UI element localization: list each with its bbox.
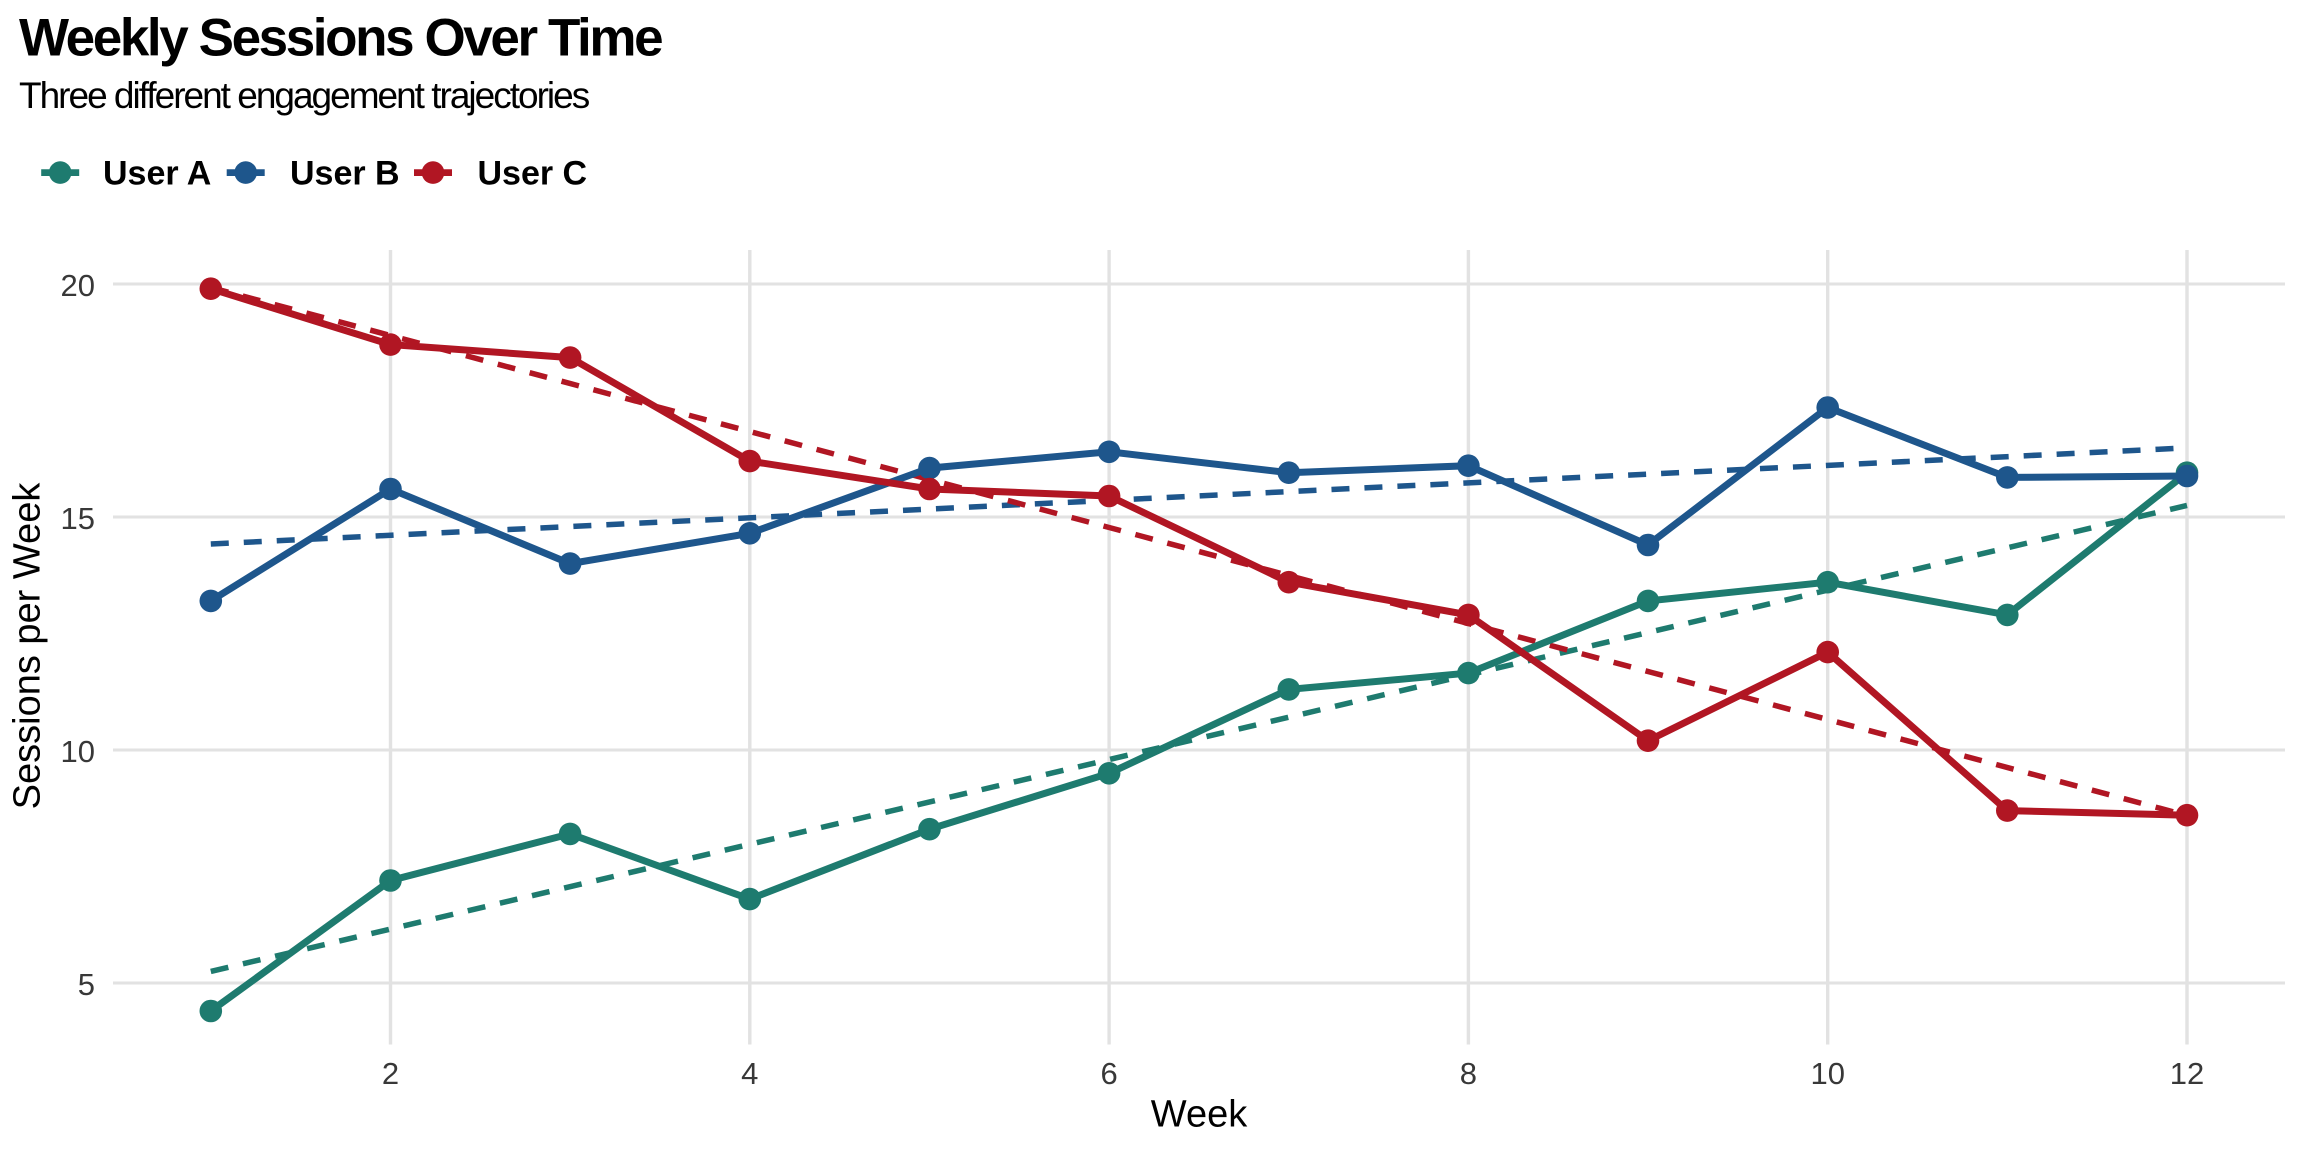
svg-text:10: 10 — [61, 734, 95, 769]
svg-text:10: 10 — [1810, 1056, 1844, 1091]
svg-text:User A: User A — [103, 155, 211, 193]
svg-text:12: 12 — [2170, 1056, 2204, 1091]
svg-text:Sessions per Week: Sessions per Week — [7, 482, 49, 810]
svg-text:6: 6 — [1100, 1056, 1117, 1091]
svg-text:Weekly Sessions Over Time: Weekly Sessions Over Time — [19, 9, 662, 68]
svg-text:User B: User B — [290, 155, 400, 193]
svg-text:Three different engagement tra: Three different engagement trajectories — [19, 75, 590, 116]
svg-text:4: 4 — [741, 1056, 758, 1091]
svg-text:User C: User C — [478, 155, 588, 193]
svg-text:5: 5 — [78, 967, 95, 1002]
svg-text:8: 8 — [1460, 1056, 1477, 1091]
svg-text:20: 20 — [61, 268, 95, 303]
svg-text:15: 15 — [61, 501, 95, 536]
svg-text:2: 2 — [382, 1056, 399, 1091]
svg-text:Week: Week — [1151, 1094, 1248, 1136]
